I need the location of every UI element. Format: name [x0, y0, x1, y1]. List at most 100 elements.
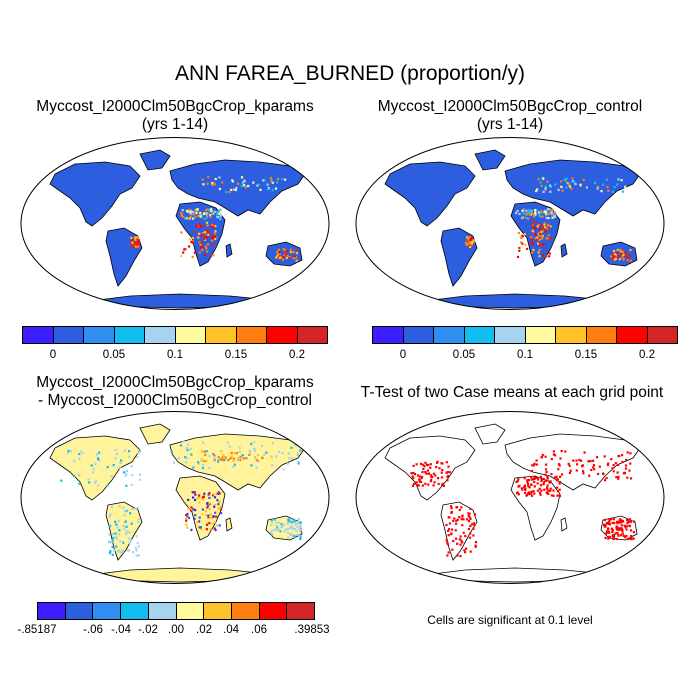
grid-cell	[260, 444, 263, 447]
grid-cell	[270, 180, 273, 183]
grid-cell	[611, 521, 614, 524]
grid-cell	[197, 461, 200, 464]
grid-cell	[552, 453, 555, 456]
colorbar-swatch	[464, 327, 495, 343]
grid-cell	[613, 253, 616, 256]
grid-cell	[185, 519, 188, 522]
grid-cell	[73, 460, 76, 463]
grid-cell	[208, 496, 211, 499]
grid-cell	[535, 222, 538, 225]
grid-cell	[468, 236, 471, 239]
grid-cell	[632, 537, 635, 540]
grid-cell	[115, 545, 118, 548]
grid-cell	[529, 211, 532, 214]
grid-cell	[554, 454, 557, 457]
grid-cell	[203, 460, 206, 463]
grid-cell	[210, 208, 213, 211]
grid-cell	[459, 543, 462, 546]
grid-cell	[119, 461, 122, 464]
grid-cell	[523, 486, 526, 489]
grid-cell	[620, 179, 623, 182]
grid-cell	[615, 253, 618, 256]
grid-cell	[132, 551, 135, 554]
grid-cell	[231, 179, 234, 182]
grid-cell	[205, 528, 208, 531]
tick-label: 0.1	[517, 349, 533, 361]
grid-cell	[136, 245, 139, 248]
grid-cell	[520, 216, 524, 219]
grid-cell	[559, 480, 562, 484]
grid-cell	[608, 521, 611, 524]
grid-cell	[447, 551, 450, 554]
panel-title-difference-line1: Myccost_I2000Clm50BgcCrop_kparams	[36, 374, 314, 391]
grid-cell	[552, 489, 555, 492]
grid-cell	[608, 531, 611, 534]
grid-cell	[299, 523, 302, 526]
grid-cell	[528, 212, 531, 215]
grid-cell	[283, 253, 286, 256]
grid-cell	[447, 529, 450, 532]
grid-cell	[282, 248, 285, 251]
grid-cell	[446, 541, 449, 544]
grid-cell	[611, 529, 614, 532]
grid-cell	[455, 506, 458, 509]
grid-cell	[531, 229, 534, 232]
grid-cell	[532, 464, 535, 467]
grid-cell	[617, 475, 620, 478]
grid-cell	[537, 211, 541, 214]
grid-cell	[602, 183, 605, 186]
grid-cell	[534, 209, 537, 212]
grid-cell	[213, 493, 216, 496]
grid-cell	[542, 243, 545, 246]
grid-cell	[626, 451, 629, 454]
grid-cell	[208, 492, 211, 495]
grid-cell	[79, 450, 83, 453]
panel-title-difference: Myccost_I2000Clm50BgcCrop_kparams - Mycc…	[20, 374, 330, 410]
grid-cell	[527, 485, 530, 488]
grid-cell	[411, 484, 414, 487]
grid-cell	[117, 519, 120, 522]
grid-cell	[451, 548, 454, 551]
colorbar-swatch	[93, 603, 122, 619]
panel-title-kparams-line2: (yrs 1-14)	[141, 116, 209, 133]
grid-cell	[67, 449, 70, 452]
grid-cell	[620, 524, 623, 527]
grid-cell	[544, 230, 547, 233]
grid-cell	[530, 492, 533, 495]
grid-cell	[616, 526, 619, 529]
grid-cell	[181, 209, 184, 212]
grid-cell	[214, 503, 217, 507]
grid-cell	[630, 538, 633, 541]
grid-cell	[220, 512, 223, 515]
grid-cell	[201, 508, 204, 511]
tick-label: 0.15	[574, 349, 598, 361]
grid-cell	[284, 178, 287, 181]
grid-cell	[292, 527, 295, 530]
grid-cell	[210, 516, 213, 519]
grid-cell	[203, 218, 206, 221]
grid-cell	[289, 248, 292, 251]
grid-cell	[128, 537, 131, 540]
grid-cell	[418, 475, 421, 478]
grid-cell	[78, 457, 81, 461]
grid-cell	[582, 178, 585, 181]
grid-cell	[625, 528, 628, 531]
grid-cell	[108, 515, 111, 518]
grid-cell	[432, 484, 435, 487]
colorbar-swatch	[373, 327, 404, 343]
grid-cell	[111, 539, 114, 542]
grid-cell	[615, 520, 619, 523]
grid-cell	[293, 255, 296, 258]
grid-cell	[592, 464, 596, 467]
grid-cell	[204, 510, 207, 513]
grid-cell	[185, 523, 188, 526]
grid-cell	[473, 524, 476, 527]
grid-cell	[539, 232, 542, 235]
map-frame	[20, 137, 330, 310]
grid-cell	[538, 224, 541, 227]
grid-cell	[612, 257, 615, 260]
tick-label: .00	[168, 624, 184, 636]
grid-cell	[470, 242, 473, 246]
grid-cell	[238, 450, 241, 453]
grid-cell	[219, 508, 223, 511]
